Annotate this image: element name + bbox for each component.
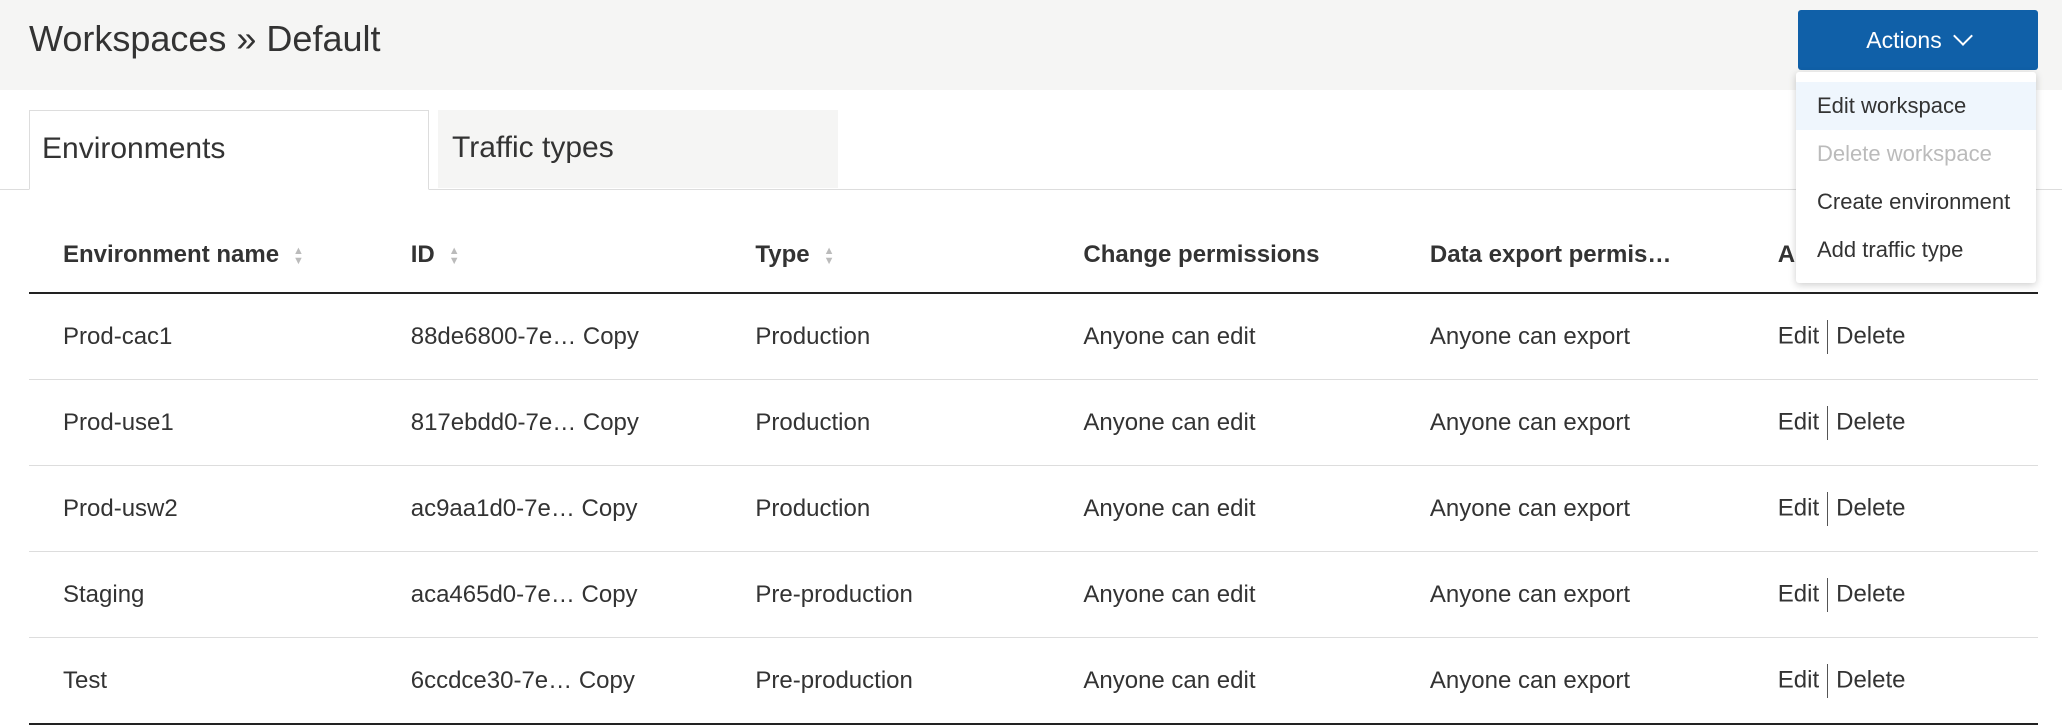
menu-item-create-environment[interactable]: Create environment bbox=[1817, 189, 2011, 214]
edit-button[interactable]: Edit bbox=[1777, 579, 1820, 607]
delete-button[interactable]: Delete bbox=[1836, 579, 1906, 607]
change-permissions: Anyone can edit bbox=[1049, 637, 1396, 725]
table-row: Prod-usw2 ac9aa1d0-7e… Copy Production A… bbox=[29, 465, 2038, 552]
actions-menu: Edit workspace Delete workspace Create e… bbox=[1796, 72, 2036, 283]
table-row: Prod-use1 817ebdd0-7e… Copy Production A… bbox=[29, 379, 2038, 466]
env-name: Prod-usw2 bbox=[29, 465, 377, 552]
delete-button[interactable]: Delete bbox=[1836, 665, 1906, 693]
env-id: 817ebdd0-7e… bbox=[410, 408, 577, 436]
delete-button[interactable]: Delete bbox=[1836, 493, 1906, 521]
env-name: Staging bbox=[29, 551, 377, 638]
row-actions: Edit Delete bbox=[1743, 465, 2038, 552]
divider bbox=[1827, 405, 1829, 440]
menu-item-edit-workspace[interactable]: Edit workspace bbox=[1796, 82, 2036, 130]
column-header-label: Type bbox=[755, 241, 810, 268]
divider bbox=[1827, 319, 1829, 354]
page-header: Workspaces » Default Actions bbox=[0, 0, 2062, 90]
breadcrumb: Workspaces » Default bbox=[29, 18, 381, 59]
export-permissions: Anyone can export bbox=[1395, 637, 1744, 725]
column-header[interactable]: Environment name ▲ ▼ bbox=[29, 218, 377, 294]
env-type: Production bbox=[721, 465, 1050, 552]
divider bbox=[1827, 577, 1829, 612]
env-id-cell: 817ebdd0-7e… Copy bbox=[376, 379, 722, 466]
sort-icon[interactable]: ▲ ▼ bbox=[823, 244, 835, 267]
env-id: aca465d0-7e… bbox=[410, 580, 575, 608]
export-permissions: Anyone can export bbox=[1395, 465, 1744, 552]
edit-button[interactable]: Edit bbox=[1777, 407, 1820, 435]
env-name: Prod-cac1 bbox=[29, 293, 377, 380]
environments-table: Environment name ▲ ▼ ID ▲ ▼ Type ▲ ▼ Change permi… bbox=[29, 218, 2038, 725]
menu-item-delete-workspace: Delete workspace bbox=[1817, 141, 1992, 166]
divider bbox=[1827, 491, 1829, 526]
copy-button[interactable]: Copy bbox=[578, 666, 635, 694]
env-type: Production bbox=[721, 379, 1050, 466]
actions-label: Actions bbox=[1866, 26, 1942, 53]
column-header-label: ID bbox=[410, 241, 435, 268]
copy-button[interactable]: Copy bbox=[581, 580, 638, 608]
change-permissions: Anyone can edit bbox=[1049, 293, 1396, 380]
export-permissions: Anyone can export bbox=[1395, 379, 1744, 466]
actions-button[interactable]: Actions bbox=[1798, 10, 2038, 70]
env-id-cell: ac9aa1d0-7e… Copy bbox=[376, 465, 722, 552]
chevron-down-icon bbox=[1952, 26, 1973, 46]
tab-traffic-types[interactable]: Traffic types bbox=[438, 110, 838, 188]
row-actions: Edit Delete bbox=[1743, 379, 2038, 466]
copy-button[interactable]: Copy bbox=[582, 322, 639, 350]
env-type: Pre-production bbox=[721, 637, 1050, 725]
sort-icon[interactable]: ▲ ▼ bbox=[293, 244, 304, 267]
env-type: Production bbox=[721, 293, 1050, 380]
env-name: Test bbox=[29, 637, 377, 725]
delete-button[interactable]: Delete bbox=[1836, 407, 1906, 435]
column-header-label: Data export permis… bbox=[1429, 241, 1672, 268]
column-header[interactable]: Type ▲ ▼ bbox=[721, 218, 1050, 294]
tab-environments[interactable]: Environments bbox=[29, 110, 429, 190]
env-type: Pre-production bbox=[721, 551, 1050, 638]
copy-button[interactable]: Copy bbox=[581, 494, 638, 522]
column-header-label: Environment name bbox=[63, 241, 280, 268]
env-id: 6ccdce30-7e… bbox=[410, 666, 573, 694]
column-header[interactable]: ID ▲ ▼ bbox=[376, 218, 722, 294]
table-row: Prod-cac1 88de6800-7e… Copy Production A… bbox=[29, 293, 2038, 380]
row-actions: Edit Delete bbox=[1743, 551, 2038, 638]
sort-icon[interactable]: ▲ ▼ bbox=[448, 244, 460, 267]
env-id: ac9aa1d0-7e… bbox=[410, 494, 575, 522]
change-permissions: Anyone can edit bbox=[1049, 379, 1396, 466]
change-permissions: Anyone can edit bbox=[1049, 465, 1396, 552]
edit-button[interactable]: Edit bbox=[1777, 321, 1820, 349]
column-header-label: Change permissions bbox=[1083, 241, 1320, 268]
tab-bar: Environments Traffic types bbox=[0, 110, 2062, 190]
env-id-cell: aca465d0-7e… Copy bbox=[376, 551, 722, 638]
row-actions: Edit Delete bbox=[1743, 637, 2038, 725]
env-name: Prod-use1 bbox=[29, 379, 377, 466]
env-id-cell: 88de6800-7e… Copy bbox=[376, 293, 722, 380]
table-row: Staging aca465d0-7e… Copy Pre-production… bbox=[29, 551, 2038, 638]
export-permissions: Anyone can export bbox=[1395, 293, 1744, 380]
env-id-cell: 6ccdce30-7e… Copy bbox=[376, 637, 722, 725]
edit-button[interactable]: Edit bbox=[1777, 493, 1820, 521]
env-id: 88de6800-7e… bbox=[410, 322, 577, 350]
delete-button[interactable]: Delete bbox=[1836, 321, 1906, 349]
edit-button[interactable]: Edit bbox=[1777, 665, 1820, 693]
export-permissions: Anyone can export bbox=[1395, 551, 1744, 638]
menu-item-add-traffic-type[interactable]: Add traffic type bbox=[1817, 237, 1964, 262]
divider bbox=[1827, 663, 1829, 698]
column-header: Data export permis… bbox=[1395, 218, 1744, 294]
column-header: Change permissions bbox=[1049, 218, 1396, 294]
change-permissions: Anyone can edit bbox=[1049, 551, 1396, 638]
row-actions: Edit Delete bbox=[1743, 293, 2038, 380]
table-row: Test 6ccdce30-7e… Copy Pre-production An… bbox=[29, 637, 2038, 725]
copy-button[interactable]: Copy bbox=[582, 408, 639, 436]
